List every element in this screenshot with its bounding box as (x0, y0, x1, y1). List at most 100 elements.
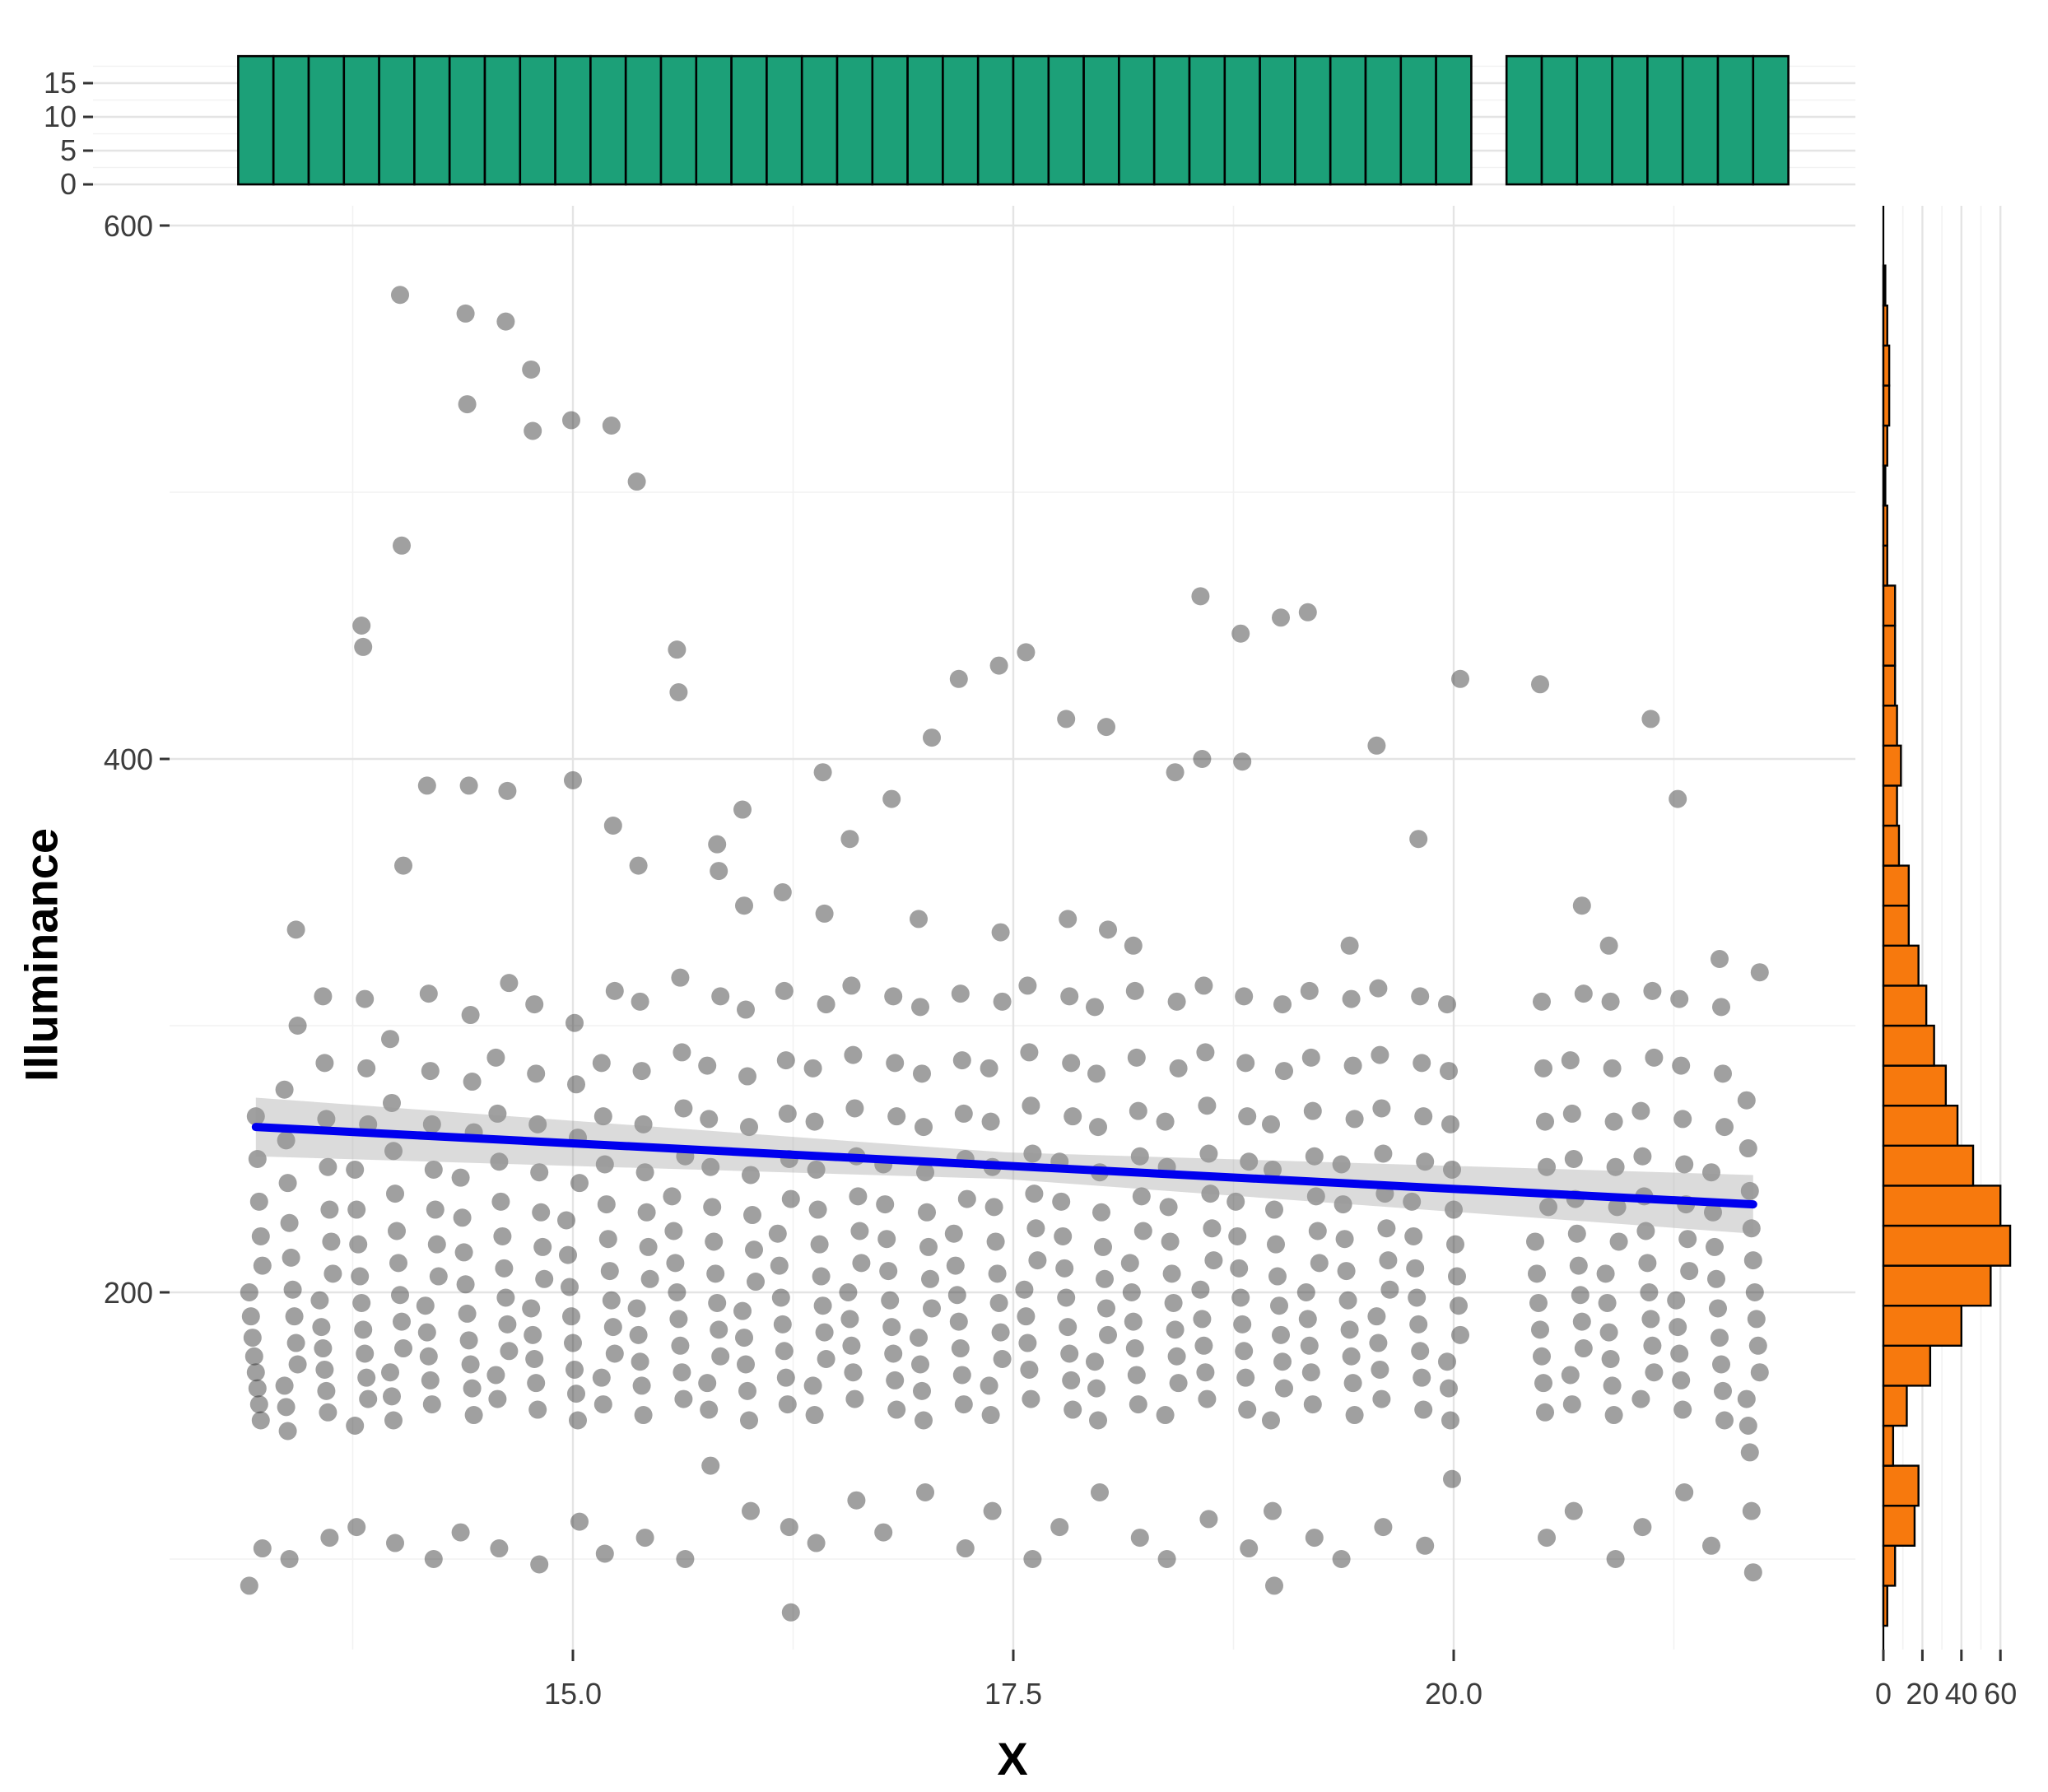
scatter-point (1087, 1064, 1105, 1083)
scatter-point (771, 1288, 790, 1307)
scatter-point (1750, 1363, 1769, 1382)
scatter-point (842, 976, 861, 995)
right-hist-bar (1882, 1304, 1963, 1347)
scatter-point (1526, 1232, 1544, 1251)
scatter-point (1198, 1096, 1217, 1115)
scatter-point (776, 1368, 795, 1387)
scatter-point (283, 1280, 302, 1299)
scatter-point (1086, 998, 1104, 1017)
scatter-point (738, 1067, 756, 1086)
scatter-point (1086, 1352, 1104, 1371)
scatter-point (781, 1603, 800, 1622)
scatter-point (1533, 992, 1551, 1011)
scatter-point (456, 1275, 475, 1294)
scatter-point (1740, 1443, 1759, 1462)
scatter-point (277, 1398, 296, 1417)
top-hist-bar (659, 54, 698, 186)
scatter-point (1678, 1230, 1697, 1249)
scatter-point (1712, 998, 1730, 1017)
scatter-point (1711, 950, 1729, 968)
scatter-point (708, 1293, 727, 1312)
scatter-point (983, 1501, 1002, 1520)
scatter-point (1268, 1267, 1287, 1286)
top-hist-bar (1576, 54, 1613, 186)
scatter-point (498, 1315, 517, 1334)
right-hist-bar (1882, 1024, 1935, 1067)
scatter-point (877, 1230, 896, 1249)
scatter-point (1604, 1112, 1623, 1131)
scatter-point (1561, 1366, 1580, 1385)
scatter-point (597, 1195, 616, 1214)
scatter-point (634, 1115, 653, 1133)
scatter-point (322, 1232, 341, 1251)
top-hist-bar (1435, 54, 1473, 186)
scatter-point (346, 1160, 365, 1179)
scatter-point (1052, 1192, 1071, 1211)
scatter-point (733, 800, 752, 819)
scatter-point (1275, 1379, 1293, 1398)
scatter-point (1715, 1118, 1734, 1137)
scatter-point (1050, 1518, 1069, 1537)
right-axis-tick-label: 60 (1984, 1677, 2017, 1711)
scatter-point (1603, 1059, 1622, 1078)
scatter-point (417, 1323, 436, 1342)
scatter-point (1640, 1283, 1659, 1301)
scatter-point (1561, 1051, 1580, 1070)
scatter-point (991, 923, 1010, 942)
scatter-point (286, 920, 305, 939)
scatter-point (773, 883, 792, 901)
scatter-point (1707, 1269, 1725, 1288)
scatter-point (602, 417, 621, 435)
top-hist-bar (1540, 54, 1579, 186)
scatter-point (813, 763, 832, 782)
scatter-point (839, 1283, 858, 1301)
scatter-point (1262, 1411, 1280, 1430)
scatter-point (915, 1118, 933, 1137)
scatter-point (915, 1411, 933, 1430)
scatter-point (775, 1342, 794, 1361)
top-axis-tick-label: 0 (60, 167, 77, 201)
scatter-point (632, 1062, 651, 1081)
scatter-point (1026, 1219, 1045, 1238)
scatter-point (1446, 1235, 1464, 1254)
scatter-point (949, 669, 968, 688)
scatter-point (605, 1344, 624, 1363)
scatter-point (634, 1406, 653, 1425)
scatter-point (1127, 1366, 1146, 1385)
scatter-point (419, 984, 438, 1003)
scatter-point (496, 1288, 515, 1307)
scatter-point (778, 1395, 797, 1414)
scatter-point (569, 1411, 587, 1430)
scatter-point (1240, 1539, 1259, 1558)
scatter-point (1372, 1099, 1391, 1118)
scatter-point (884, 1344, 903, 1363)
scatter-point (1264, 1160, 1282, 1179)
scatter-point (1379, 1251, 1398, 1270)
scatter-point (768, 1224, 787, 1243)
scatter-point (737, 1355, 755, 1374)
scatter-point (1601, 992, 1620, 1011)
right-hist-bar (1882, 424, 1888, 467)
scatter-point (947, 1286, 966, 1305)
scatter-point (1599, 1323, 1618, 1342)
scatter-point (1340, 1320, 1359, 1339)
scatter-point (1129, 1101, 1147, 1120)
scatter-point (1636, 1222, 1655, 1240)
scatter-point (1411, 987, 1430, 1006)
scatter-point (317, 1381, 336, 1400)
scatter-point (1020, 1360, 1039, 1379)
right-hist-bar (1882, 1104, 1959, 1147)
scatter-point (640, 1269, 659, 1288)
regression-line (251, 1123, 1757, 1209)
scatter-point (627, 472, 646, 491)
scatter-point (1022, 1389, 1040, 1408)
top-hist-bar (342, 54, 380, 186)
scatter-point (1270, 1296, 1288, 1315)
scatter-point (1025, 1185, 1044, 1203)
scatter-point (320, 1200, 339, 1219)
scatter-point (703, 1198, 722, 1217)
scatter-point (394, 1339, 412, 1358)
scatter-point (1130, 1529, 1149, 1548)
scatter-point (1296, 1283, 1315, 1301)
